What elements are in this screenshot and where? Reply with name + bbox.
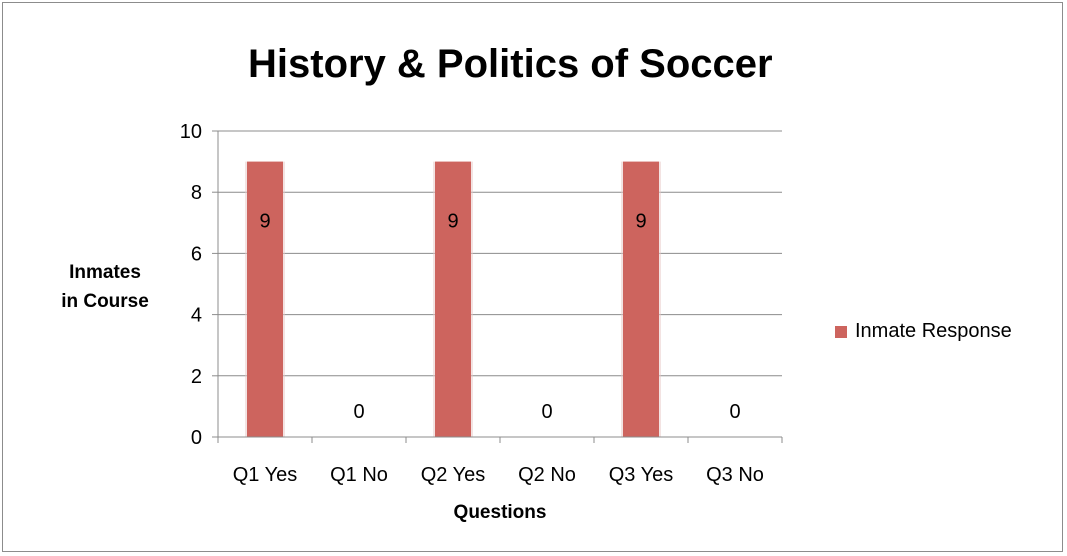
- x-tick-label: Q1 No: [330, 464, 388, 486]
- bar: [435, 161, 471, 437]
- legend: Inmate Response: [835, 320, 1012, 343]
- y-tick-label: 6: [191, 243, 202, 265]
- bar: [623, 161, 659, 437]
- data-label: 0: [541, 401, 552, 423]
- bar: [247, 161, 283, 437]
- legend-label: Inmate Response: [855, 320, 1012, 342]
- y-tick-label: 0: [191, 427, 202, 449]
- x-tick-label: Q3 Yes: [609, 464, 674, 486]
- y-tick-label: 8: [191, 182, 202, 204]
- y-axis-label: Inmates in Course: [40, 258, 170, 316]
- x-tick-label: Q3 No: [706, 464, 764, 486]
- y-tick-label: 4: [191, 305, 202, 327]
- x-axis-label: Questions: [453, 502, 547, 523]
- y-tick-label: 2: [191, 366, 202, 388]
- x-tick-label: Q2 Yes: [421, 464, 486, 486]
- x-tick-label: Q1 Yes: [233, 464, 298, 486]
- chart-title: History & Politics of Soccer: [248, 42, 773, 86]
- data-label: 9: [259, 211, 270, 233]
- x-tick-label: Q2 No: [518, 464, 576, 486]
- data-label: 0: [353, 401, 364, 423]
- data-label: 9: [635, 211, 646, 233]
- data-label: 0: [729, 401, 740, 423]
- data-label: 9: [447, 211, 458, 233]
- legend-swatch: [835, 325, 847, 338]
- y-axis-label-line-2: in Course: [61, 291, 149, 312]
- y-tick-label: 10: [180, 121, 202, 143]
- y-axis-label-line-1: Inmates: [69, 262, 141, 283]
